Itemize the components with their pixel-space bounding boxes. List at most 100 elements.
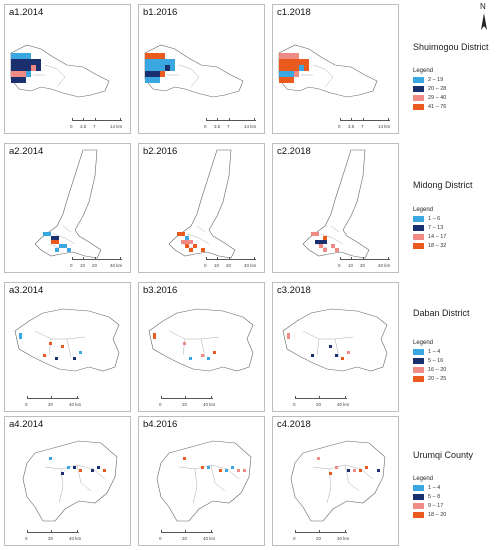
hotspot-cell: [311, 354, 314, 357]
hotspot-cell: [16, 65, 21, 71]
scale-label: 0: [159, 536, 162, 541]
hotspot-cell: [31, 59, 36, 65]
district-map: [22, 440, 118, 522]
legend-item: 18 – 32: [413, 241, 493, 250]
hotspot-cell: [145, 59, 150, 65]
scale-bar: 0 3.5 7 14 km: [204, 117, 258, 129]
hotspot-cell: [160, 71, 165, 77]
legend-swatch: [413, 357, 424, 364]
scale-label: 10: [348, 263, 354, 268]
scale-label: 20: [360, 263, 366, 268]
hotspot-cell: [294, 65, 299, 71]
district-map: [278, 44, 378, 98]
hotspot-cell: [284, 65, 289, 71]
hotspot-cell: [284, 59, 289, 65]
map-panel-c4: c4.2018 0 20 40 km: [272, 416, 399, 546]
hotspot-cell: [19, 336, 22, 339]
hotspot-cell: [183, 342, 186, 345]
hotspot-cell: [150, 71, 155, 77]
hotspot-cell: [61, 472, 64, 475]
hotspot-cell: [289, 77, 294, 83]
scale-bar: 0 10 20 40 km: [338, 256, 392, 268]
hotspot-cell: [181, 232, 185, 236]
scale-label: 10: [80, 263, 86, 268]
scale-label: 0: [293, 402, 296, 407]
scale-label: 0: [159, 402, 162, 407]
hotspot-cell: [36, 59, 41, 65]
hotspot-cell: [317, 457, 320, 460]
hotspot-cell: [153, 333, 156, 336]
legend-item: 5 – 8: [413, 492, 493, 501]
hotspot-cell: [55, 236, 59, 240]
legend-item: 29 – 40: [413, 93, 493, 102]
legend-urumqi: Legend 1 – 4 5 – 8 9 – 17 18 – 20: [413, 476, 493, 519]
legend-label: 1 – 4: [428, 348, 441, 355]
hotspot-cell: [16, 77, 21, 83]
hotspot-cell: [150, 65, 155, 71]
district-map: [34, 149, 102, 259]
hotspot-cell: [36, 65, 41, 71]
hotspot-cell: [155, 71, 160, 77]
legend-swatch: [413, 348, 424, 355]
hotspot-cell: [189, 248, 193, 252]
hotspot-cell: [347, 469, 350, 472]
map-panel-a3: a3.2014 0 20 40 km: [4, 282, 131, 412]
legend-item: 7 – 13: [413, 223, 493, 232]
hotspot-cell: [243, 469, 246, 472]
scale-label: 14 km: [378, 124, 391, 129]
hotspot-cell: [49, 342, 52, 345]
panel-label: b4.2016: [143, 419, 178, 430]
scale-label: 0: [338, 263, 341, 268]
scale-label: 40 km: [337, 536, 350, 541]
hotspot-cell: [21, 77, 26, 83]
legend-item: 2 – 19: [413, 75, 493, 84]
district-map: [290, 440, 386, 522]
hotspot-cell: [207, 357, 210, 360]
legend-item: 20 – 28: [413, 84, 493, 93]
legend-label: 5 – 16: [428, 357, 444, 364]
hotspot-cell: [185, 236, 189, 240]
hotspot-cell: [279, 77, 284, 83]
hotspot-cell: [103, 469, 106, 472]
map-panel-c3: c3.2018 0 20 40 km: [272, 282, 399, 412]
hotspot-cell: [11, 65, 16, 71]
hotspot-cell: [319, 244, 323, 248]
scale-label: 7: [93, 124, 96, 129]
hotspot-cell: [377, 469, 380, 472]
hotspot-cell: [335, 248, 339, 252]
scale-bar: 0 20 40 km: [293, 395, 349, 407]
legend-label: 7 – 13: [428, 224, 444, 231]
scale-bar: 0 20 40 km: [25, 529, 81, 541]
scale-label: 0: [204, 124, 207, 129]
legend-title: Legend: [413, 207, 434, 213]
legend-label: 20 – 25: [428, 375, 447, 382]
hotspot-cell: [284, 53, 289, 59]
scale-bar: 0 20 40 km: [159, 395, 215, 407]
hotspot-cell: [49, 457, 52, 460]
hotspot-cell: [170, 59, 175, 65]
scale-label: 14 km: [244, 124, 257, 129]
scale-bar: 0 20 40 km: [25, 395, 81, 407]
scale-label: 40 km: [110, 263, 123, 268]
scale-label: 0: [70, 263, 73, 268]
legend-label: 41 – 76: [428, 103, 447, 110]
hotspot-cell: [26, 71, 31, 77]
hotspot-cell: [329, 345, 332, 348]
hotspot-cell: [177, 232, 181, 236]
hotspot-cell: [323, 248, 327, 252]
hotspot-cell: [150, 77, 155, 83]
legend-swatch: [413, 224, 424, 231]
hotspot-cell: [153, 336, 156, 339]
hotspot-cell: [284, 71, 289, 77]
legend-swatch: [413, 511, 424, 518]
panel-label: c2.2018: [277, 146, 311, 157]
panel-label: b1.2016: [143, 7, 178, 18]
hotspot-cell: [79, 351, 82, 354]
legend-swatch: [413, 76, 424, 83]
scale-bar: 0 20 40 km: [159, 529, 215, 541]
hotspot-cell: [55, 240, 59, 244]
hotspot-cell: [294, 53, 299, 59]
hotspot-cell: [185, 244, 189, 248]
hotspot-cell: [145, 77, 150, 83]
map-panel-b2: b2.2016 0 10 20 40 km: [138, 143, 265, 273]
